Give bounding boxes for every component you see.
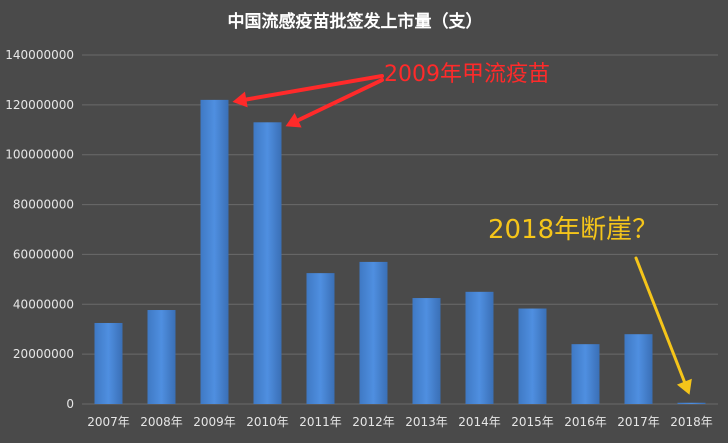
x-tick-label: 2013年 xyxy=(405,415,448,429)
arrow-2010-head xyxy=(285,113,302,128)
y-tick-label: 80000000 xyxy=(13,198,74,212)
annotations: 2009年甲流疫苗 2018年断崖？ xyxy=(232,62,692,395)
bar xyxy=(147,310,176,404)
y-tick-label: 140000000 xyxy=(5,48,74,62)
bar xyxy=(359,261,388,404)
y-tick-label: 0 xyxy=(66,397,74,411)
x-tick-label: 2007年 xyxy=(87,415,130,429)
bar xyxy=(200,99,229,404)
y-tick-label: 120000000 xyxy=(5,98,74,112)
y-tick-label: 40000000 xyxy=(13,297,74,311)
x-tick-label: 2009年 xyxy=(193,415,236,429)
x-tick-label: 2016年 xyxy=(564,415,607,429)
bar xyxy=(94,322,123,404)
bar xyxy=(624,334,653,404)
bar xyxy=(677,402,706,404)
bar xyxy=(253,122,282,405)
x-tick-label: 2014年 xyxy=(458,415,501,429)
y-axis-ticks: 0 20000000 40000000 60000000 80000000 1000000… xyxy=(5,48,74,411)
arrow-2018 xyxy=(634,256,686,384)
bar xyxy=(571,344,600,404)
x-tick-label: 2017年 xyxy=(617,415,660,429)
x-tick-label: 2010年 xyxy=(246,415,289,429)
arrow-2018-head xyxy=(676,378,692,395)
chart-title: 中国流感疫苗批签发上市量（支） xyxy=(228,11,483,32)
x-axis-ticks: 2007年 2008年 2009年 2010年 2011年 2012年 2013年 2014年… xyxy=(87,415,713,429)
arrow-2009 xyxy=(244,74,384,102)
bar xyxy=(306,273,335,404)
arrow-2009-head xyxy=(232,91,248,108)
y-tick-label: 20000000 xyxy=(13,347,74,361)
bar xyxy=(518,308,547,404)
bars xyxy=(94,99,706,405)
x-tick-label: 2015年 xyxy=(511,415,554,429)
x-tick-label: 2012年 xyxy=(352,415,395,429)
y-tick-label: 100000000 xyxy=(5,148,74,162)
x-tick-label: 2008年 xyxy=(140,415,183,429)
gridlines xyxy=(82,54,718,405)
annotation-2018: 2018年断崖？ xyxy=(488,215,658,245)
y-tick-label: 60000000 xyxy=(13,247,74,261)
bar xyxy=(412,298,441,404)
bar xyxy=(465,291,494,404)
annotation-2009: 2009年甲流疫苗 xyxy=(384,62,550,87)
x-tick-label: 2018年 xyxy=(670,415,713,429)
x-tick-label: 2011年 xyxy=(299,415,342,429)
arrow-2010 xyxy=(296,78,384,123)
